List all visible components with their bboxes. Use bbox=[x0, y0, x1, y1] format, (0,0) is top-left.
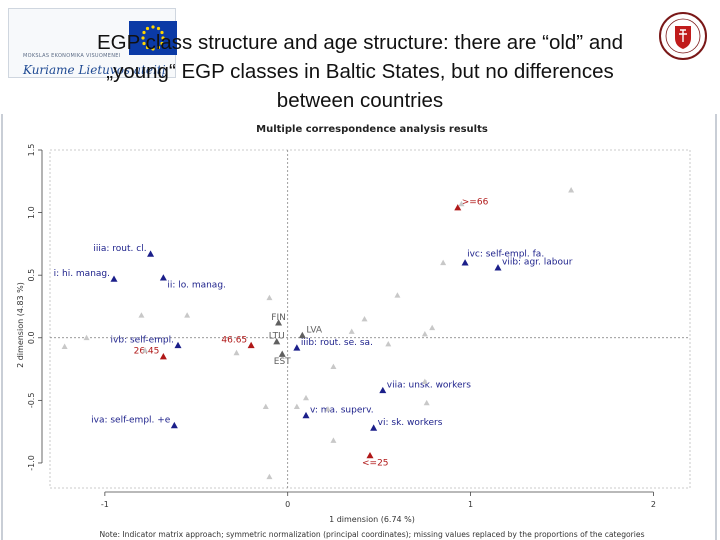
data-point-marker bbox=[303, 394, 309, 401]
plot-frame-box bbox=[49, 149, 691, 489]
eu-flag-icon bbox=[129, 21, 177, 55]
data-point-marker bbox=[379, 386, 387, 394]
data-point-marker bbox=[302, 411, 310, 419]
data-point-marker bbox=[394, 292, 401, 298]
data-point-marker bbox=[278, 350, 286, 357]
x-tick-label: 1 bbox=[468, 500, 473, 509]
data-point-marker bbox=[423, 399, 430, 406]
data-point-label: >=66 bbox=[462, 198, 489, 208]
y-tick-label: -1.0 bbox=[27, 455, 36, 471]
data-point-marker bbox=[110, 275, 118, 282]
x-tick-label: 0 bbox=[285, 500, 290, 509]
mca-scatter-chart: -1 0 1 2 -1.0 -0.5 0.0 0.5 1.0 1.5 iiia: rout. cl… bbox=[0, 110, 720, 540]
data-point-marker bbox=[370, 424, 378, 431]
data-point-marker bbox=[440, 259, 447, 266]
data-point-label: iiib: rout. se. sa. bbox=[301, 338, 373, 348]
data-point-label: v: ma. superv. bbox=[310, 405, 374, 415]
data-point-marker bbox=[494, 264, 502, 271]
data-point-marker bbox=[361, 316, 368, 322]
data-point-marker bbox=[170, 421, 178, 429]
data-point-marker bbox=[138, 312, 145, 318]
data-point-marker bbox=[147, 250, 155, 257]
x-tick-label: -1 bbox=[101, 500, 109, 509]
university-seal-icon bbox=[658, 8, 708, 68]
data-point-label: vi: sk. workers bbox=[378, 418, 443, 428]
y-tick-label: 0.5 bbox=[27, 269, 36, 282]
data-point-marker bbox=[273, 338, 281, 345]
slide-title-line-3: between countries bbox=[276, 89, 444, 112]
data-point-marker bbox=[142, 347, 149, 353]
data-point-marker bbox=[421, 378, 428, 384]
data-point-marker bbox=[385, 341, 392, 347]
data-point-marker bbox=[298, 331, 306, 339]
y-tick-label: 1.0 bbox=[27, 206, 36, 219]
data-point-marker bbox=[429, 324, 436, 331]
y-tick-label: 0.0 bbox=[27, 331, 36, 344]
data-point-marker bbox=[293, 344, 301, 351]
data-point-marker bbox=[184, 312, 191, 318]
x-tick-label: 2 bbox=[651, 500, 656, 509]
data-point-label: <=25 bbox=[362, 458, 389, 468]
data-point-marker bbox=[293, 403, 300, 410]
y-tick-label: -0.5 bbox=[27, 393, 36, 409]
data-point-marker bbox=[266, 294, 273, 301]
data-point-marker bbox=[568, 187, 575, 193]
data-point-marker bbox=[83, 334, 90, 341]
data-point-marker bbox=[330, 437, 337, 443]
logo-slogan: Kuriame Lietuvos ateitį bbox=[23, 63, 166, 77]
slide-title-line-1: EGP class structure and age structure: t… bbox=[96, 31, 624, 54]
x-axis-label: 1 dimension (6.74 %) bbox=[329, 515, 415, 524]
data-point-marker bbox=[454, 204, 462, 211]
y-axis-label: 2 dimension (4.83 %) bbox=[16, 282, 25, 368]
data-point-marker bbox=[366, 451, 374, 459]
data-point-marker bbox=[461, 259, 469, 266]
project-logo: MOKSLAS EKONOMIKA VISUOMENEI Kuriame Lie… bbox=[8, 8, 177, 78]
data-point-label: EST bbox=[274, 357, 291, 367]
data-point-marker bbox=[247, 341, 255, 349]
data-point-label: LVA bbox=[306, 325, 323, 335]
data-point-marker bbox=[61, 343, 68, 349]
slide-title: EGP class structure and age structure: t… bbox=[40, 28, 680, 115]
data-point-marker bbox=[348, 328, 355, 334]
data-point-label: ivc: self-empl. fa. bbox=[467, 250, 544, 260]
data-point-label: LTU bbox=[269, 332, 285, 342]
data-point-label: viia: unsk. workers bbox=[387, 380, 471, 390]
data-point-marker bbox=[159, 353, 167, 360]
data-point-marker bbox=[421, 331, 428, 337]
data-point-marker bbox=[266, 473, 273, 480]
data-point-label: ii: lo. manag. bbox=[167, 281, 226, 291]
slide-title-line-2: „young“ EGP classes in Baltic States, bu… bbox=[106, 60, 614, 83]
chart-title: Multiple correspondence analysis results bbox=[256, 124, 488, 135]
data-point-label: 46.65 bbox=[221, 335, 247, 345]
data-point-marker bbox=[330, 363, 337, 369]
data-point-marker bbox=[275, 319, 283, 326]
data-point-label: ivb: self-empl. bbox=[111, 335, 174, 345]
chart-note: Note: Indicator matrix approach; symmetr… bbox=[99, 530, 644, 539]
data-point-label: iva: self-empl. +e bbox=[91, 415, 171, 425]
data-point-marker bbox=[174, 341, 182, 349]
y-tick-label: 1.5 bbox=[27, 144, 36, 157]
data-point-label: FIN bbox=[271, 313, 286, 323]
data-point-marker bbox=[233, 349, 240, 356]
data-point-label: iiia: rout. cl. bbox=[93, 244, 146, 254]
logo-small-text: MOKSLAS EKONOMIKA VISUOMENEI bbox=[23, 53, 121, 59]
data-point-label: viib: agr. labour bbox=[502, 258, 573, 268]
data-point-label: i: hi. manag. bbox=[54, 269, 110, 279]
data-point-marker bbox=[262, 403, 269, 410]
data-point-marker bbox=[159, 274, 167, 281]
data-point-marker bbox=[324, 406, 331, 412]
data-point-marker bbox=[458, 200, 465, 207]
